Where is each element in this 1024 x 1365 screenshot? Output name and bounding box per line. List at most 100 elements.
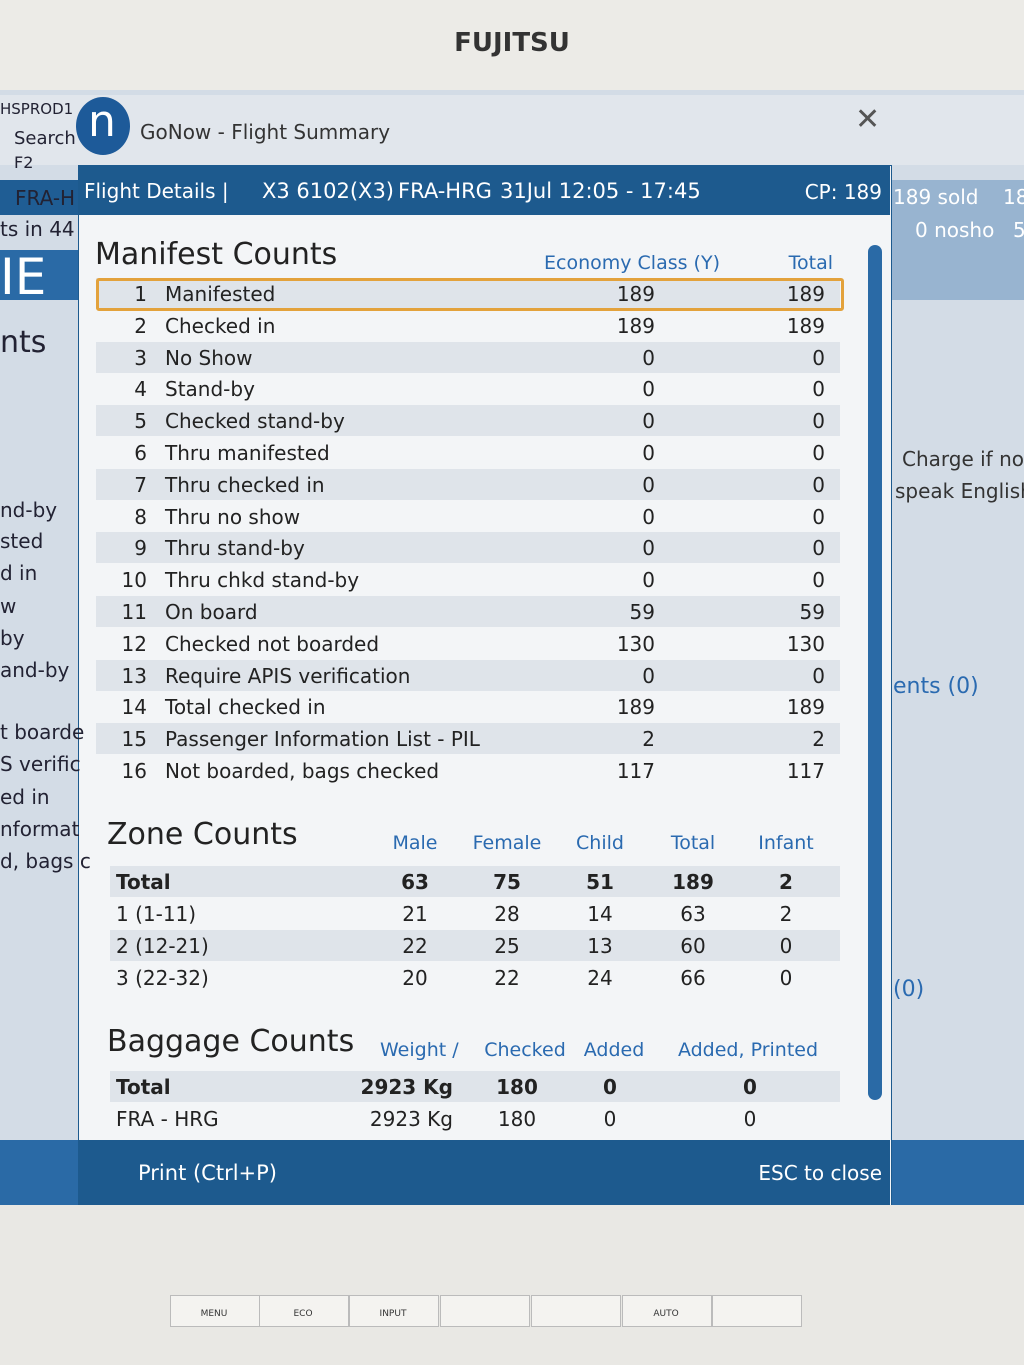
- monitor-button: [349, 1295, 439, 1327]
- total-count: 0: [812, 345, 825, 370]
- column-header: Total: [670, 832, 716, 854]
- background-text: HSPROD1: [0, 100, 74, 118]
- row-label: Checked not boarded: [165, 631, 380, 656]
- zone-count: 24: [587, 966, 613, 990]
- total-count: 0: [812, 504, 825, 529]
- zone-count: 189: [672, 870, 714, 894]
- right-banner: [890, 180, 1024, 300]
- row-number: 5: [134, 409, 147, 434]
- monitor-brand: FUJITSU: [454, 28, 570, 58]
- row-number: 2: [134, 313, 147, 338]
- background-text: ents (0): [893, 674, 979, 699]
- monitor-button: [531, 1295, 621, 1327]
- row-number: 16: [121, 759, 147, 783]
- zone-count: 20: [402, 966, 428, 990]
- row-number: 10: [121, 568, 147, 593]
- monitor-button: [622, 1295, 712, 1327]
- zone-count: 14: [587, 902, 613, 926]
- monitor-button: [259, 1295, 349, 1327]
- background-text: 18: [1003, 185, 1024, 209]
- column-header: Female: [472, 832, 542, 854]
- background-text: w: [0, 594, 17, 618]
- row-number: 1: [134, 282, 147, 306]
- row-number: 9: [134, 536, 147, 561]
- economy-count: 0: [642, 536, 655, 561]
- row-number: 6: [134, 441, 147, 465]
- row-number: 13: [121, 663, 147, 688]
- flight-number: X3 6102(X3): [262, 179, 394, 203]
- zone-label: Total: [116, 870, 171, 894]
- baggage-weight: 2923 Kg: [360, 1075, 453, 1099]
- route: FRA-HRG: [398, 179, 492, 203]
- row-label: Thru manifested: [165, 441, 330, 465]
- background-text: F2: [14, 153, 34, 172]
- row-stripe: [96, 405, 840, 437]
- monitor-button-label[interactable]: ECO: [293, 1309, 313, 1319]
- background-text: 5: [1013, 218, 1024, 242]
- left-bar: [0, 180, 80, 215]
- zone-count: 13: [587, 934, 613, 958]
- dialog-label: Flight Details |: [84, 179, 229, 203]
- total-count: 0: [812, 663, 825, 688]
- economy-count: 0: [642, 345, 655, 370]
- background-text: Search: [14, 128, 76, 149]
- row-label: Not boarded, bags checked: [165, 759, 440, 783]
- dialog-header: [78, 165, 890, 215]
- zone-count: 51: [586, 870, 614, 894]
- row-label: Thru no show: [165, 504, 301, 529]
- window-titlebar: [0, 95, 1024, 165]
- zone-count: 0: [779, 934, 793, 958]
- row-label: Total checked in: [165, 695, 326, 720]
- monitor-button: [170, 1295, 260, 1327]
- monitor-button-label[interactable]: INPUT: [379, 1309, 407, 1319]
- zone-count: 28: [494, 902, 520, 926]
- monitor-button: [712, 1295, 802, 1327]
- row-stripe: [96, 468, 840, 500]
- scrollbar[interactable]: [868, 245, 882, 1100]
- background-text: nformat: [0, 817, 80, 841]
- schedule: 31Jul 12:05 - 17:45: [500, 179, 701, 203]
- monitor-bezel-bottom: [0, 1205, 1024, 1365]
- baggage-label: Total: [116, 1075, 171, 1099]
- baggage-weight: 2923 Kg: [369, 1107, 453, 1131]
- column-header: Infant: [758, 832, 814, 854]
- total-count: 0: [812, 377, 825, 402]
- zone-count: 2: [779, 870, 793, 894]
- zone-label: 1 (1-11): [116, 902, 197, 926]
- row-label: Passenger Information List - PIL: [165, 727, 480, 752]
- app-logo: [76, 97, 130, 155]
- total-count: 2: [812, 727, 825, 752]
- monitor-button-label[interactable]: AUTO: [653, 1309, 679, 1319]
- row-stripe: [96, 596, 840, 627]
- row-label: Thru checked in: [165, 472, 325, 497]
- column-header: Added, Printed: [677, 1039, 819, 1061]
- total-count: 189: [786, 695, 825, 720]
- zone-count: 22: [494, 966, 520, 990]
- window-title: GoNow - Flight Summary: [140, 120, 391, 144]
- background-text: nts: [0, 325, 47, 360]
- background-text: S verific: [0, 752, 81, 776]
- row-number: 3: [134, 345, 147, 370]
- economy-count: 0: [642, 663, 655, 688]
- total-count: 189: [786, 282, 825, 306]
- close-button[interactable]: ✕: [855, 102, 881, 137]
- column-header: Economy Class (Y): [544, 252, 720, 274]
- section-title: Manifest Counts: [95, 237, 338, 272]
- row-label: Manifested: [165, 282, 276, 306]
- print-button[interactable]: Print (Ctrl+P): [138, 1161, 277, 1185]
- row-number: 12: [121, 631, 147, 656]
- monitor-button-label[interactable]: MENU: [200, 1309, 228, 1319]
- row-stripe: [96, 532, 840, 564]
- app-logo-letter: n: [88, 96, 116, 147]
- section-title: Baggage Counts: [107, 1024, 355, 1059]
- economy-count: 130: [616, 631, 655, 656]
- column-header: Weight /: [380, 1039, 459, 1061]
- economy-count: 0: [642, 377, 655, 402]
- total-count: 59: [799, 600, 825, 624]
- zone-count: 22: [402, 934, 428, 958]
- economy-count: 0: [642, 568, 655, 593]
- column-header: Checked: [484, 1039, 566, 1061]
- selected-row: [96, 278, 844, 311]
- row-label: On board: [165, 600, 258, 624]
